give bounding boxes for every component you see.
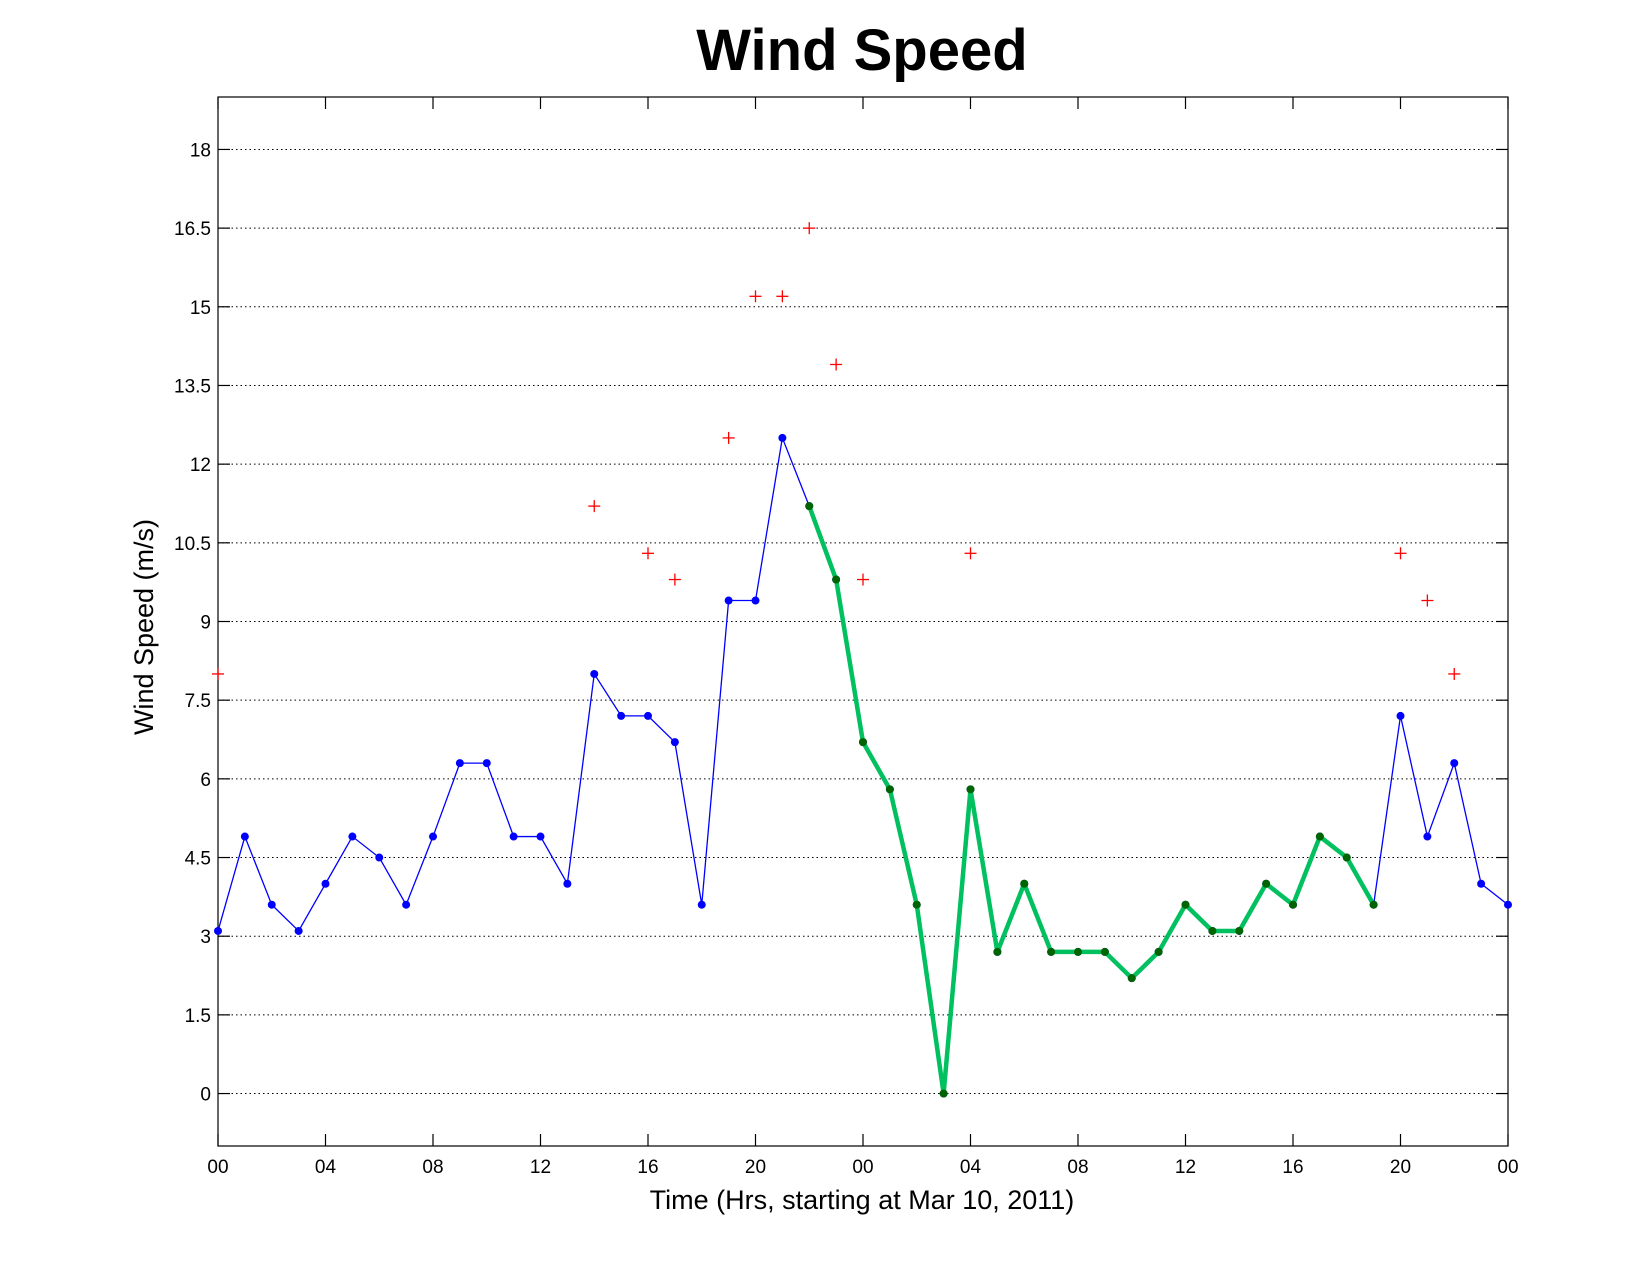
x-tick-label: 00	[852, 1157, 873, 1178]
x-tick-label: 08	[1067, 1157, 1088, 1178]
data-point-blue	[214, 926, 222, 935]
y-tick-label: 4.5	[185, 849, 211, 870]
data-point-blue	[482, 759, 491, 768]
data-point-blue	[1396, 711, 1405, 720]
chart-title: Wind Speed	[696, 18, 1027, 83]
x-axis-label: Time (Hrs, starting at Mar 10, 2011)	[650, 1185, 1075, 1215]
x-tick-label: 00	[207, 1157, 228, 1178]
data-point-green	[1369, 900, 1378, 909]
data-point-red-plus	[642, 547, 654, 560]
data-point-green	[1181, 900, 1190, 909]
data-point-blue	[1423, 832, 1432, 841]
data-point-blue	[455, 759, 464, 768]
data-point-green	[1342, 853, 1351, 862]
data-point-red-plus	[964, 547, 977, 560]
data-point-red-plus	[776, 290, 789, 303]
data-point-blue	[590, 669, 599, 678]
y-tick-label: 7.5	[185, 691, 211, 712]
data-point-green	[1074, 947, 1082, 956]
data-point-blue	[617, 711, 626, 720]
x-tick-label: 08	[422, 1157, 443, 1178]
data-point-red-plus	[722, 431, 735, 444]
data-point-blue	[1477, 879, 1486, 888]
data-point-blue	[644, 711, 652, 720]
series-line-green	[807, 505, 1376, 1096]
data-point-blue	[509, 832, 518, 841]
data-point-blue	[778, 433, 787, 442]
data-point-blue	[1450, 759, 1459, 768]
y-tick-label: 9	[200, 613, 211, 634]
data-point-blue	[321, 879, 330, 888]
gridlines	[218, 148, 1508, 1095]
data-point-blue	[724, 596, 733, 605]
x-tick-label: 04	[960, 1157, 982, 1178]
y-tick-label: 3	[200, 927, 211, 948]
y-tick-label: 15	[190, 298, 211, 319]
data-point-blue	[536, 832, 545, 841]
x-tick-label: 04	[315, 1157, 337, 1178]
y-axis-label: Wind Speed (m/s)	[129, 519, 159, 735]
data-point-red-plus	[749, 290, 762, 303]
data-point-green	[1315, 832, 1324, 841]
data-point-blue	[267, 900, 276, 909]
y-tick-label: 6	[200, 770, 211, 791]
y-tick-label: 1.5	[185, 1006, 211, 1027]
x-tick-label: 20	[1390, 1157, 1411, 1178]
data-point-blue	[1504, 900, 1512, 909]
data-point-green	[1047, 947, 1056, 956]
data-point-green	[1208, 926, 1217, 935]
x-tick-label: 16	[637, 1157, 658, 1178]
data-point-blue	[429, 832, 437, 841]
data-point-green	[1100, 947, 1109, 956]
data-point-blue	[563, 879, 572, 888]
y-tick-label: 13.5	[174, 376, 211, 397]
data-point-green	[1289, 900, 1297, 909]
data-point-red-plus	[1421, 594, 1434, 607]
data-point-blue	[670, 738, 679, 747]
y-tick-label: 0	[200, 1085, 211, 1106]
data-point-blue	[348, 832, 357, 841]
data-point-green	[1262, 879, 1271, 888]
data-point-red-plus	[1394, 547, 1407, 560]
y-tick-label: 18	[190, 140, 211, 161]
y-tick-label: 16.5	[174, 219, 211, 240]
data-point-blue	[697, 900, 706, 909]
data-point-green	[1154, 947, 1163, 956]
data-point-blue	[240, 832, 249, 841]
x-tick-label: 00	[1497, 1157, 1518, 1178]
data-point-blue	[294, 926, 303, 935]
data-point-green	[1235, 926, 1244, 935]
data-point-green	[1020, 879, 1029, 888]
axis-ticks: 0 1.5 3 4.5 6 7.5 9 10.5 12 13.5 15 16.5 18 00 04 08 12 1…	[174, 97, 1519, 1178]
data-point-blue	[375, 853, 384, 862]
data-point-green	[912, 900, 921, 909]
data-point-green	[859, 738, 867, 747]
data-point-green	[885, 785, 894, 794]
data-point-red-plus	[857, 573, 869, 586]
x-tick-label: 12	[530, 1157, 551, 1178]
data-point-red-plus	[803, 222, 816, 235]
data-series	[212, 222, 1512, 1098]
data-point-green	[805, 502, 814, 511]
data-point-red-plus	[1448, 667, 1461, 680]
y-tick-label: 12	[190, 455, 211, 476]
y-tick-label: 10.5	[174, 534, 211, 555]
data-point-green	[832, 575, 841, 584]
data-point-green	[939, 1089, 948, 1098]
data-point-blue	[751, 596, 760, 605]
data-point-red-plus	[588, 500, 601, 513]
data-point-red-plus	[830, 358, 843, 371]
data-point-blue	[402, 900, 411, 909]
x-tick-label: 16	[1282, 1157, 1303, 1178]
data-point-red-plus	[668, 573, 681, 586]
x-tick-label: 20	[745, 1157, 766, 1178]
x-tick-label: 12	[1175, 1157, 1196, 1178]
data-point-red-plus	[212, 667, 224, 680]
series-line-blue	[217, 435, 1509, 1094]
data-point-green	[993, 947, 1002, 956]
data-point-green	[1127, 974, 1136, 983]
data-point-green	[966, 785, 975, 794]
